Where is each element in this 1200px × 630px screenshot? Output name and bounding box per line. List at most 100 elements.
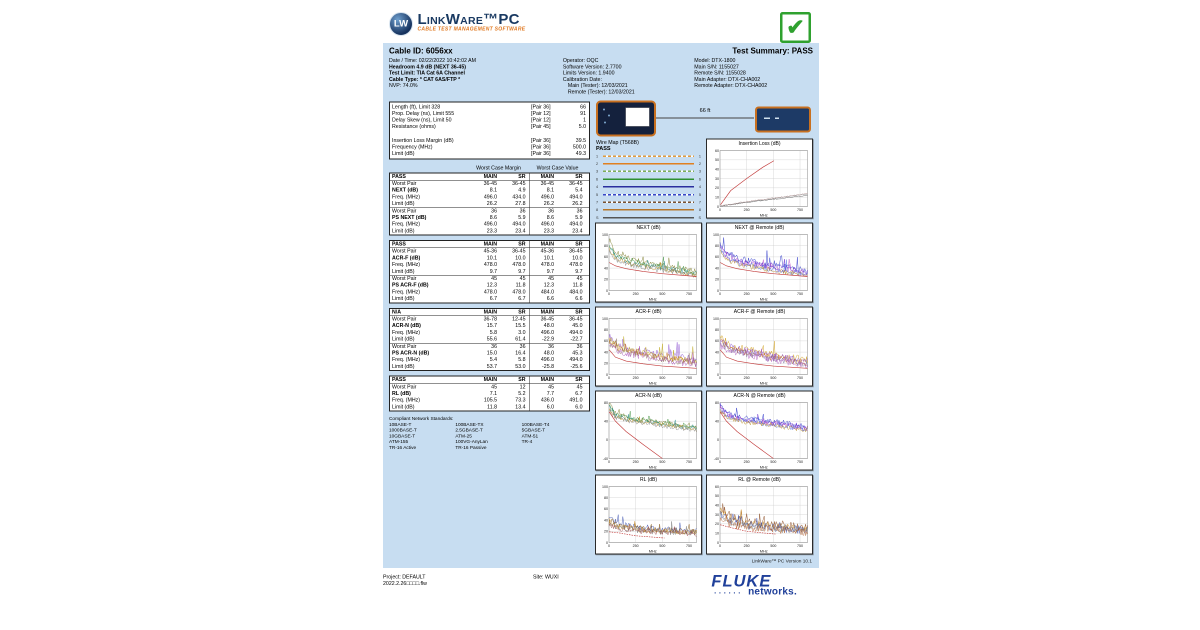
link-length-label: 66 ft <box>699 107 711 114</box>
wire-line <box>603 162 694 165</box>
value-cell: 496.0 <box>529 356 558 364</box>
svg-text:40: 40 <box>715 419 719 423</box>
value-cell: 494.0 <box>512 221 526 228</box>
limit-line <box>608 411 663 459</box>
series-line <box>608 343 697 367</box>
status-cell: PASS <box>392 173 406 180</box>
table-row: Limit (dB) 53.7 53.0 -25.8 -25.6 <box>390 363 589 371</box>
table-row: PS NEXT (dB) 8.6 5.9 8.6 5.9 <box>390 214 589 222</box>
svg-text:MHz: MHz <box>760 296 768 301</box>
value-cell: 23.4 <box>572 227 583 234</box>
value-cell: 36 <box>491 207 497 214</box>
svg-text:0: 0 <box>717 541 719 545</box>
standard-item: 1000BASE-T <box>389 427 417 434</box>
svg-text:500: 500 <box>659 376 665 380</box>
info-col-1: Date / Time: 02/22/2022 10:42:02 AM Headr… <box>389 58 563 96</box>
info-line: Limits Version: 1.9400 <box>562 70 615 77</box>
column-header: MAIN <box>529 308 558 316</box>
column-header: MAIN <box>483 308 497 315</box>
table-row: Freq. (MHz) 5.8 3.0 496.0 494.0 <box>390 329 589 337</box>
svg-text:60: 60 <box>715 339 719 343</box>
svg-text:80: 80 <box>604 244 608 248</box>
value-cell: 36-45 <box>512 248 526 255</box>
standards-col-1: 10BASE-T 1000BASE-T 10GBASE-T ATM-155 TR-16 … <box>389 422 455 451</box>
value-cell: 7.1 <box>489 390 497 397</box>
column-header: SR <box>575 308 583 315</box>
table-row: Limit (dB) [Pair 36] 49.3 <box>392 150 586 157</box>
value-cell: 53.7 <box>486 363 497 370</box>
value-cell: 8.6 <box>489 214 497 221</box>
series-line <box>719 245 808 276</box>
value-cell: 484.0 <box>569 288 583 295</box>
value-cell: 36-45 <box>569 180 583 187</box>
chart-insertion-loss: Insertion Loss (dB) 0 10 20 30 40 50 60 0 250 500 7… <box>706 138 813 219</box>
svg-text:0: 0 <box>719 460 721 464</box>
svg-text:60: 60 <box>604 339 608 343</box>
measurement-table: PASS MAIN SR MAIN SR Worst Pair 45-36 36-45 45-3… <box>389 240 590 304</box>
compliant-standards: Compliant Network Standards: 10BASE-T 100… <box>389 416 590 451</box>
value-cell: 55.6 <box>486 336 497 343</box>
series-line <box>719 194 808 207</box>
value-cell: 15.0 <box>486 349 497 356</box>
value-cell: 484.0 <box>529 288 558 296</box>
value-cell: 496.0 <box>529 329 558 337</box>
table-row: Worst Pair 36 36 36 36 <box>390 207 589 215</box>
series-line <box>608 247 697 278</box>
svg-text:750: 750 <box>686 544 692 548</box>
column-header: SR <box>575 241 583 248</box>
svg-text:500: 500 <box>659 544 665 548</box>
table-row: Resistance (ohms) [Pair 45] 5.0 <box>392 123 586 130</box>
series-line <box>608 404 697 430</box>
chart-rl-remote: RL @ Remote (dB) 0 10 20 30 40 50 60 0 250 500 750 M… <box>706 474 813 555</box>
series-line <box>608 521 697 536</box>
value-cell: 36-45 <box>483 180 497 187</box>
value-cell: 6.7 <box>575 390 583 397</box>
svg-text:500: 500 <box>770 292 776 296</box>
fluke-dots: • • • • • • <box>714 590 742 596</box>
value-cell: 478.0 <box>483 261 497 268</box>
value-cell: 61.4 <box>515 336 526 343</box>
link-line <box>656 117 754 119</box>
svg-text:0: 0 <box>608 544 610 548</box>
svg-text:40: 40 <box>604 518 608 522</box>
value-cell: 494.0 <box>569 329 583 336</box>
svg-text:MHz: MHz <box>649 380 657 385</box>
svg-text:0: 0 <box>608 376 610 380</box>
svg-text:80: 80 <box>604 401 608 405</box>
info-col-3: Model: DTX-1800 Main S/N: 1155027 Remote S… <box>694 58 813 96</box>
svg-text:50: 50 <box>715 494 719 498</box>
info-line: Software Version: 2.7700 <box>562 63 622 70</box>
value-cell: 13.4 <box>515 403 526 410</box>
svg-text:MHz: MHz <box>649 296 657 301</box>
value-cell: 9.7 <box>529 268 558 276</box>
value-cell: 12.3 <box>486 282 497 289</box>
svg-text:0: 0 <box>606 541 608 545</box>
table-row: Frequency (MHz) [Pair 36] 500.0 <box>392 143 586 150</box>
value-cell: 36 <box>529 207 558 215</box>
value-cell: 9.7 <box>518 268 526 275</box>
series-line <box>608 405 697 430</box>
value-cell: 26.2 <box>529 200 558 208</box>
link-diagram: 66 ft <box>595 99 813 137</box>
value-cell: -22.7 <box>570 336 583 343</box>
svg-text:40: 40 <box>715 167 719 171</box>
worst-case-value-header: Worst Case Value <box>536 164 579 171</box>
value-cell: 73.3 <box>515 397 526 404</box>
value-cell: 36 <box>519 207 526 214</box>
pass-checkmark-icon: ✔ <box>780 12 811 43</box>
table-row: Limit (dB) 9.7 9.7 9.7 9.7 <box>390 268 589 276</box>
length-summary-table: Length (ft), Limit 328 [Pair 36] 66 Prop. D… <box>389 101 590 160</box>
value-cell: 36-78 <box>483 315 497 322</box>
svg-text:20: 20 <box>715 522 719 526</box>
wire-line <box>603 201 694 203</box>
info-line: Headroom 4.9 dB (NEXT 36-45) <box>389 63 467 70</box>
test-summary-status: Test Summary: PASS <box>732 47 813 56</box>
table-row <box>392 130 587 138</box>
value-cell: 9.7 <box>575 268 583 275</box>
table-row: ACR-N (dB) 15.7 15.5 48.0 45.0 <box>390 322 589 330</box>
